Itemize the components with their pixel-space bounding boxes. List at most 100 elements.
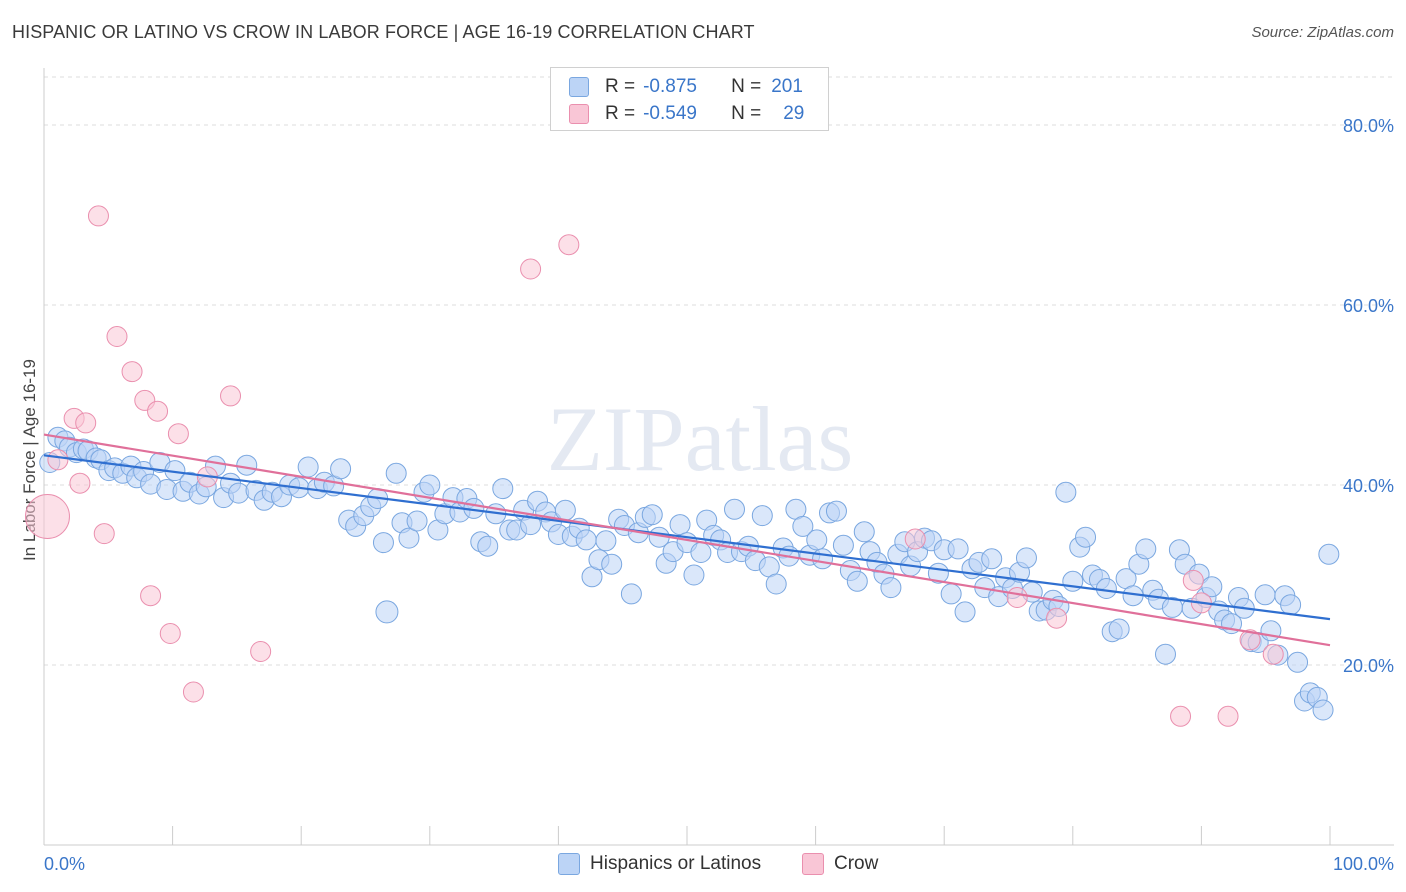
point-hispanics-or-latinos-147 <box>1075 526 1097 548</box>
point-hispanics-or-latinos-156 <box>1135 538 1157 560</box>
point-crow-26 <box>1217 705 1239 727</box>
point-crow-16 <box>220 385 242 407</box>
point-crow-28 <box>1262 643 1284 665</box>
point-hispanics-or-latinos-129 <box>954 601 976 623</box>
point-hispanics-or-latinos-175 <box>1260 620 1282 642</box>
point-crow-21 <box>1006 587 1028 608</box>
legend-r-value-hispanics: -0.875 <box>643 76 697 97</box>
legend-box: R = -0.875 N = 201 R = -0.549 N = 29 <box>550 67 829 131</box>
point-hispanics-or-latinos-59 <box>477 535 499 557</box>
point-crow-27 <box>1239 629 1261 651</box>
trend-line-crow <box>43 433 1331 647</box>
point-hispanics-or-latinos-90 <box>690 542 712 563</box>
chart-source: Source: ZipAtlas.com <box>1251 24 1394 41</box>
point-hispanics-or-latinos-138 <box>1015 547 1037 569</box>
point-hispanics-or-latinos-114 <box>853 521 875 543</box>
point-crow-12 <box>159 623 181 644</box>
point-hispanics-or-latinos-178 <box>1280 594 1302 616</box>
point-crow-1 <box>47 449 69 471</box>
legend-r-label: R = <box>605 76 636 97</box>
point-hispanics-or-latinos-76 <box>595 530 617 552</box>
point-hispanics-or-latinos-99 <box>751 505 773 527</box>
point-hispanics-or-latinos-46 <box>385 462 407 484</box>
point-hispanics-or-latinos-127 <box>940 583 962 605</box>
point-crow-4 <box>75 412 97 434</box>
point-crow-10 <box>140 585 162 607</box>
point-hispanics-or-latinos-105 <box>792 515 814 537</box>
point-crow-6 <box>93 523 115 545</box>
point-crow-0 <box>24 494 70 539</box>
trend-line-hispanics-or-latinos <box>43 454 1331 621</box>
y-tick-label-40: 40.0% <box>1343 476 1394 496</box>
tick-labels: 20.0% 40.0% 60.0% 80.0% 0.0% 100.0% <box>44 116 1394 874</box>
point-hispanics-or-latinos-152 <box>1108 618 1130 640</box>
point-hispanics-or-latinos-89 <box>683 564 705 586</box>
point-hispanics-or-latinos-159 <box>1154 643 1176 665</box>
point-crow-13 <box>167 423 189 445</box>
point-hispanics-or-latinos-144 <box>1055 481 1077 503</box>
point-hispanics-or-latinos-83 <box>641 504 663 526</box>
y-tick-label-20: 20.0% <box>1343 656 1394 676</box>
point-hispanics-or-latinos-70 <box>554 499 576 521</box>
point-hispanics-or-latinos-128 <box>947 538 969 560</box>
point-hispanics-or-latinos-34 <box>297 456 319 478</box>
legend-swatch-hispanics <box>569 77 589 97</box>
y-tick-label-60: 60.0% <box>1343 296 1394 316</box>
legend-r-value-crow: -0.549 <box>643 103 697 124</box>
point-crow-18 <box>520 258 542 280</box>
legend-n-label: N = <box>731 103 762 124</box>
series-crow-points <box>24 205 1284 727</box>
point-crow-5 <box>87 205 109 227</box>
point-hispanics-or-latinos-113 <box>846 570 868 592</box>
bottom-legend-label-crow: Crow <box>834 853 879 874</box>
x-tick-label-min: 0.0% <box>44 854 85 874</box>
x-tick-label-max: 100.0% <box>1333 854 1394 874</box>
point-hispanics-or-latinos-183 <box>1312 699 1334 721</box>
point-hispanics-or-latinos-61 <box>492 478 514 500</box>
point-hispanics-or-latinos-48 <box>398 527 420 549</box>
chart-title: HISPANIC OR LATINO VS CROW IN LABOR FORC… <box>12 22 755 42</box>
point-crow-20 <box>904 528 926 550</box>
point-crow-7 <box>106 326 128 347</box>
y-tick-label-80: 80.0% <box>1343 116 1394 136</box>
point-hispanics-or-latinos-110 <box>825 500 847 522</box>
point-hispanics-or-latinos-108 <box>812 548 834 570</box>
axes <box>43 68 1394 846</box>
legend-row-hispanics: R = -0.875 N = 201 <box>569 75 803 99</box>
point-crow-19 <box>558 234 580 256</box>
point-hispanics-or-latinos-38 <box>330 458 352 480</box>
legend-n-value-crow: 29 <box>783 103 805 124</box>
point-hispanics-or-latinos-45 <box>375 600 399 624</box>
point-crow-23 <box>1170 705 1192 727</box>
point-crow-22 <box>1046 607 1068 629</box>
point-hispanics-or-latinos-44 <box>372 532 394 554</box>
point-hispanics-or-latinos-77 <box>601 553 623 575</box>
legend-r-label: R = <box>605 103 636 124</box>
bottom-legend-swatch-hispanics <box>558 853 580 875</box>
legend-row-crow: R = -0.549 N = 29 <box>569 102 804 126</box>
bottom-legend-swatch-crow <box>802 853 824 875</box>
point-hispanics-or-latinos-184 <box>1318 543 1340 565</box>
point-crow-24 <box>1182 569 1204 591</box>
bottom-legend-hispanics: Hispanics or Latinos <box>558 852 761 876</box>
point-hispanics-or-latinos-174 <box>1254 584 1276 606</box>
point-hispanics-or-latinos-118 <box>880 577 902 599</box>
point-crow-17 <box>250 641 272 662</box>
point-hispanics-or-latinos-87 <box>669 514 691 536</box>
bottom-legend-crow: Crow <box>802 852 878 876</box>
point-hispanics-or-latinos-111 <box>832 534 854 556</box>
point-crow-11 <box>147 400 169 422</box>
point-hispanics-or-latinos-179 <box>1287 651 1309 673</box>
point-hispanics-or-latinos-133 <box>981 548 1003 570</box>
point-hispanics-or-latinos-73 <box>575 529 597 551</box>
point-hispanics-or-latinos-49 <box>406 510 428 532</box>
point-hispanics-or-latinos-166 <box>1201 576 1223 598</box>
point-hispanics-or-latinos-107 <box>806 529 828 551</box>
point-hispanics-or-latinos-51 <box>419 474 441 496</box>
trend-lines <box>43 433 1331 647</box>
point-hispanics-or-latinos-27 <box>236 454 258 476</box>
point-crow-3 <box>69 472 91 494</box>
point-crow-14 <box>182 681 204 703</box>
watermark: ZIPatlas <box>547 388 854 490</box>
